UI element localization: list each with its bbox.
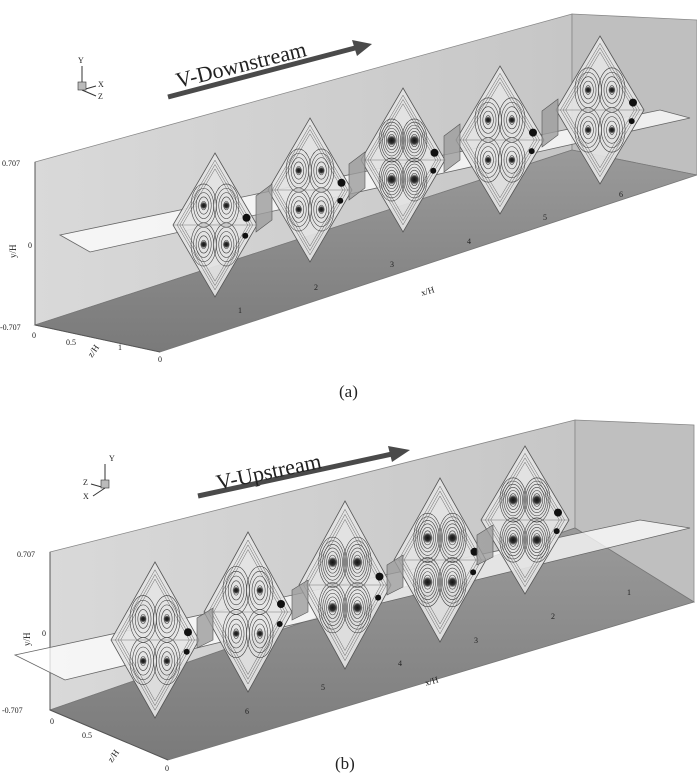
fin-b-1 bbox=[196, 607, 214, 649]
caption-a: (a) bbox=[339, 382, 358, 401]
x-axis-label-b: x/H bbox=[424, 674, 440, 688]
triad-x-label: X bbox=[98, 80, 104, 89]
cross-section-4 bbox=[455, 65, 545, 215]
x-tick-a-2: 2 bbox=[314, 283, 318, 292]
triad-y-label: Y bbox=[109, 454, 115, 463]
y-tick-top-a: 0.707 bbox=[2, 159, 20, 168]
x-tick-a-3: 3 bbox=[390, 260, 394, 269]
x-tick-b-1: 1 bbox=[627, 588, 631, 597]
x-tick-b-2: 2 bbox=[551, 612, 555, 621]
cross-section-5 bbox=[480, 445, 570, 595]
z-tick-b-1: 0.5 bbox=[82, 731, 92, 740]
x-tick-b-6: 6 bbox=[245, 707, 249, 716]
fin-a-4 bbox=[541, 98, 559, 148]
fin-b-4 bbox=[476, 524, 494, 566]
panel-a: Y X Z V-Downstream 0.707 0 -0.707 y/H 0 … bbox=[0, 13, 697, 401]
cross-section-3 bbox=[298, 500, 392, 670]
z-tick-b-2: 0 bbox=[165, 764, 169, 773]
x-tick-a-6: 6 bbox=[619, 190, 623, 199]
panel-b: Y Z X V-Upstream 0.707 0 -0.707 y/H 0 0.… bbox=[2, 419, 695, 773]
y-tick-top-b: 0.707 bbox=[17, 550, 35, 559]
fin-b-3 bbox=[386, 554, 404, 596]
fin-b-2 bbox=[291, 579, 309, 621]
y-axis-label-a: y/H bbox=[8, 244, 18, 258]
z-tick-a-1: 0.5 bbox=[66, 338, 76, 347]
cross-section-4 bbox=[393, 477, 487, 643]
cross-sections-b bbox=[110, 445, 570, 719]
triad-z-label: Z bbox=[83, 478, 88, 487]
z-axis-label-b: z/H bbox=[105, 747, 121, 764]
cross-section-2 bbox=[267, 117, 353, 263]
fin-a-3 bbox=[443, 123, 461, 173]
y-tick-mid-b: 0 bbox=[42, 629, 46, 638]
x-axis-label-a: x/H bbox=[420, 284, 436, 298]
y-tick-mid-a: 0 bbox=[28, 241, 32, 250]
x-tick-b-3: 3 bbox=[474, 636, 478, 645]
z-tick-a-2: 1 bbox=[118, 343, 122, 352]
z-tick-a-0: 0 bbox=[32, 331, 36, 340]
y-tick-bot-a: -0.707 bbox=[0, 323, 21, 332]
cross-sections-a bbox=[172, 35, 645, 298]
z-tick-a-3: 0 bbox=[158, 355, 162, 364]
x-tick-b-5: 5 bbox=[321, 683, 325, 692]
caption-b: (b) bbox=[335, 754, 355, 773]
z-tick-b-0: 0 bbox=[50, 717, 54, 726]
cross-section-3 bbox=[360, 87, 446, 233]
cross-section-1 bbox=[172, 152, 258, 298]
z-axis-label-a: z/H bbox=[85, 342, 101, 359]
y-axis-label-b: y/H bbox=[22, 632, 32, 646]
axis-triad-a: Y X Z bbox=[77, 56, 104, 101]
axis-triad-b: Y Z X bbox=[83, 454, 115, 501]
cross-section-1 bbox=[110, 561, 200, 719]
triad-y-label: Y bbox=[78, 56, 84, 65]
fin-a-2 bbox=[348, 151, 366, 201]
flow-label-a: V-Downstream bbox=[173, 36, 309, 93]
cross-section-5 bbox=[555, 35, 645, 185]
y-tick-bot-b: -0.707 bbox=[2, 706, 23, 715]
cross-section-2 bbox=[203, 531, 293, 693]
triad-z-label: Z bbox=[98, 92, 103, 101]
x-tick-a-5: 5 bbox=[543, 213, 547, 222]
triad-x-label: X bbox=[83, 492, 89, 501]
x-tick-a-1: 1 bbox=[238, 306, 242, 315]
x-tick-b-4: 4 bbox=[398, 659, 402, 668]
fin-a-1 bbox=[255, 183, 273, 233]
x-tick-a-4: 4 bbox=[467, 237, 471, 246]
